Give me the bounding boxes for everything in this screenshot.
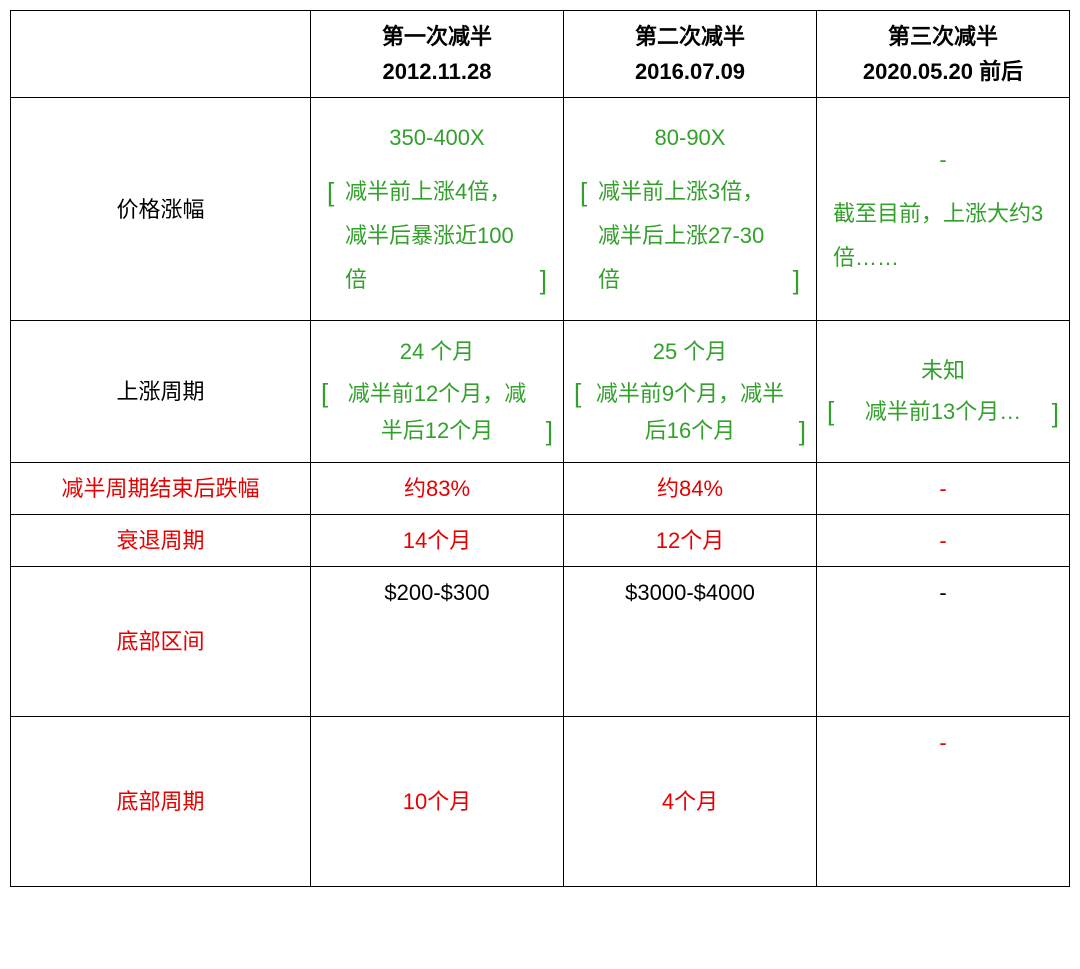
header-subtitle: 2020.05.20 前后: [863, 59, 1023, 84]
cell-bottomcycle-h3: -: [817, 716, 1070, 886]
cell-head: 未知: [827, 352, 1059, 389]
cell-decline-h2: 12个月: [564, 514, 817, 566]
header-halving-2: 第二次减半 2016.07.09: [564, 11, 817, 98]
cell-head: 80-90X: [580, 116, 800, 160]
cell-detail: 减半前上涨3倍，减半后上涨27-30倍: [580, 170, 800, 302]
row-label: 减半周期结束后跌幅: [11, 462, 311, 514]
header-title: 第三次减半: [888, 24, 998, 49]
cell-detail: 减半前上涨4倍，减半后暴涨近100倍: [327, 170, 547, 302]
cell-detail: 减半前12个月，减半后12个月: [321, 375, 553, 450]
row-bottom-range: 底部区间 $200-$300 $3000-$4000 -: [11, 566, 1070, 716]
cell-decline-h3: -: [817, 514, 1070, 566]
header-title: 第一次减半: [382, 24, 492, 49]
cell-bottomrange-h3: -: [817, 566, 1070, 716]
cell-detail: 减半前13个月…: [827, 393, 1059, 430]
cell-upcycle-h1: 24 个月 减半前12个月，减半后12个月: [311, 321, 564, 462]
cell-upcycle-h2: 25 个月 减半前9个月，减半后16个月: [564, 321, 817, 462]
cell-price-h1: 350-400X 减半前上涨4倍，减半后暴涨近100倍: [311, 98, 564, 321]
table-header-row: 第一次减半 2012.11.28 第二次减半 2016.07.09 第三次减半 …: [11, 11, 1070, 98]
cell-bottomcycle-h2: 4个月: [564, 716, 817, 886]
header-subtitle: 2012.11.28: [383, 59, 492, 84]
header-empty: [11, 11, 311, 98]
row-label: 底部周期: [11, 716, 311, 886]
cell-postdrop-h1: 约83%: [311, 462, 564, 514]
row-label: 价格涨幅: [11, 98, 311, 321]
cell-postdrop-h3: -: [817, 462, 1070, 514]
header-subtitle: 2016.07.09: [635, 59, 745, 84]
row-price-increase: 价格涨幅 350-400X 减半前上涨4倍，减半后暴涨近100倍 80-90X …: [11, 98, 1070, 321]
cell-head: 350-400X: [327, 116, 547, 160]
cell-head: -: [833, 138, 1053, 182]
cell-bottomrange-h1: $200-$300: [311, 566, 564, 716]
cell-price-h3: - 截至目前，上涨大约3倍……: [817, 98, 1070, 321]
header-halving-3: 第三次减半 2020.05.20 前后: [817, 11, 1070, 98]
cell-bottomcycle-h1: 10个月: [311, 716, 564, 886]
cell-price-h2: 80-90X 减半前上涨3倍，减半后上涨27-30倍: [564, 98, 817, 321]
header-halving-1: 第一次减半 2012.11.28: [311, 11, 564, 98]
cell-upcycle-h3: 未知 减半前13个月…: [817, 321, 1070, 462]
row-label: 上涨周期: [11, 321, 311, 462]
header-title: 第二次减半: [635, 24, 745, 49]
row-bottom-cycle: 底部周期 10个月 4个月 -: [11, 716, 1070, 886]
cell-bottomrange-h2: $3000-$4000: [564, 566, 817, 716]
cell-decline-h1: 14个月: [311, 514, 564, 566]
row-post-drop: 减半周期结束后跌幅 约83% 约84% -: [11, 462, 1070, 514]
row-up-cycle: 上涨周期 24 个月 减半前12个月，减半后12个月 25 个月 减半前9个月，…: [11, 321, 1070, 462]
cell-detail: 减半前9个月，减半后16个月: [574, 375, 806, 450]
row-decline-cycle: 衰退周期 14个月 12个月 -: [11, 514, 1070, 566]
cell-head: 25 个月: [574, 333, 806, 370]
cell-detail: 截至目前，上涨大约3倍……: [833, 201, 1043, 270]
halving-table: 第一次减半 2012.11.28 第二次减半 2016.07.09 第三次减半 …: [10, 10, 1070, 887]
cell-postdrop-h2: 约84%: [564, 462, 817, 514]
row-label: 底部区间: [11, 566, 311, 716]
row-label: 衰退周期: [11, 514, 311, 566]
cell-head: 24 个月: [321, 333, 553, 370]
